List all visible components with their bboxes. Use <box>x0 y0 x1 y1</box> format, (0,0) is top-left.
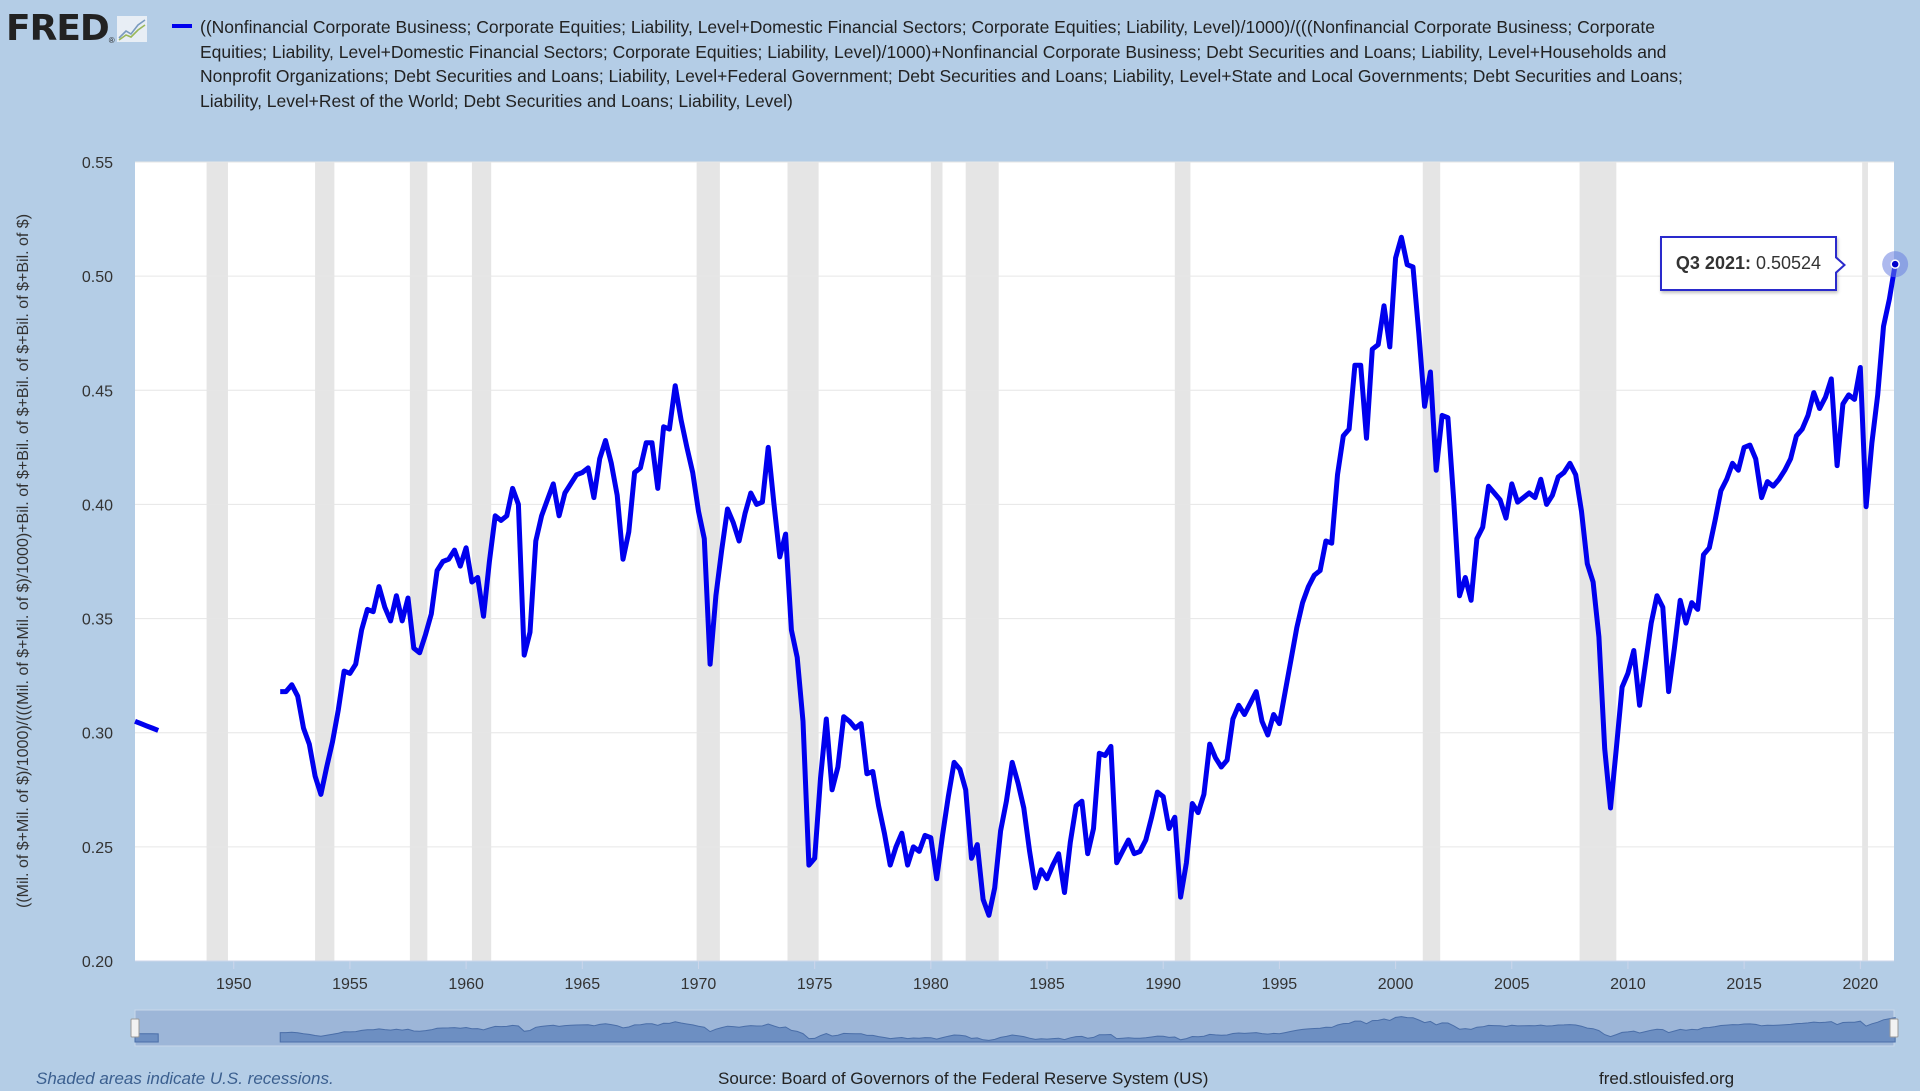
x-tick-label: 1970 <box>681 976 717 993</box>
title-line: Liability, Level+Rest of the World; Debt… <box>200 90 793 111</box>
x-tick-label: 1990 <box>1145 976 1181 993</box>
x-tick-label: 1965 <box>565 976 601 993</box>
x-tick-label: 2010 <box>1610 976 1646 993</box>
chart-logo-icon <box>116 15 147 42</box>
series-line <box>280 234 1898 918</box>
fred-logo[interactable]: FRED ® <box>6 8 147 49</box>
legend-swatch <box>172 24 192 28</box>
title-line: ((Nonfinancial Corporate Business; Corpo… <box>200 17 1655 37</box>
tooltip-label: Q3 2021: <box>1675 253 1751 273</box>
x-tick-label: 2005 <box>1494 976 1530 993</box>
y-tick-label: 0.30 <box>82 726 113 743</box>
y-tick-label: 0.20 <box>82 954 113 971</box>
x-tick-label: 1995 <box>1262 976 1298 993</box>
navigator-handle[interactable] <box>1889 1018 1899 1038</box>
registered-mark: ® <box>108 36 115 45</box>
series-line <box>134 718 160 733</box>
y-tick-label: 0.25 <box>82 840 113 857</box>
recession-note: Shaded areas indicate U.S. recessions. <box>36 1069 334 1088</box>
x-tick-label: 1960 <box>448 976 484 993</box>
title-line: Nonprofit Organizations; Debt Securities… <box>200 66 1683 86</box>
logo-text: FRED <box>6 8 110 49</box>
plot-area <box>135 162 1894 961</box>
recession-band <box>1174 162 1191 961</box>
highlight-point <box>1890 259 1900 269</box>
x-tick-label: 2015 <box>1726 976 1762 993</box>
title-line: Equities; Liability, Level+Domestic Fina… <box>200 41 1667 62</box>
series-title: ((Nonfinancial Corporate Business; Corpo… <box>200 15 1683 113</box>
y-tick-label: 0.35 <box>82 612 113 629</box>
x-tick-label: 1985 <box>1029 976 1065 993</box>
site-link[interactable]: fred.stlouisfed.org <box>1599 1069 1735 1088</box>
recession-band <box>315 162 335 961</box>
navigator-series <box>279 1016 1896 1043</box>
tooltip: Q3 2021: 0.50524 <box>1660 236 1846 291</box>
y-tick-label: 0.50 <box>82 269 113 286</box>
y-tick-label: 0.45 <box>82 383 113 400</box>
recession-band <box>471 162 492 961</box>
recession-band <box>787 162 819 961</box>
x-tick-label: 2020 <box>1843 976 1879 993</box>
y-tick-label: 0.55 <box>82 155 113 172</box>
recession-band <box>409 162 428 961</box>
recession-band <box>930 162 943 961</box>
recession-band <box>1422 162 1441 961</box>
navigator-handle[interactable] <box>130 1018 140 1038</box>
source-note: Source: Board of Governors of the Federa… <box>718 1069 1209 1088</box>
recession-band <box>206 162 228 961</box>
tooltip-value: 0.50524 <box>1755 253 1822 273</box>
y-axis-label: ((Mil. of $+Mil. of $)/1000)/(((Mil. of … <box>15 213 32 909</box>
x-tick-label: 1975 <box>797 976 833 993</box>
recession-band <box>696 162 720 961</box>
x-tick-label: 1980 <box>913 976 949 993</box>
x-tick-label: 1950 <box>216 976 252 993</box>
recession-band <box>1862 162 1868 961</box>
x-tick-label: 2000 <box>1378 976 1414 993</box>
x-tick-label: 1955 <box>332 976 368 993</box>
y-tick-label: 0.40 <box>82 497 113 514</box>
